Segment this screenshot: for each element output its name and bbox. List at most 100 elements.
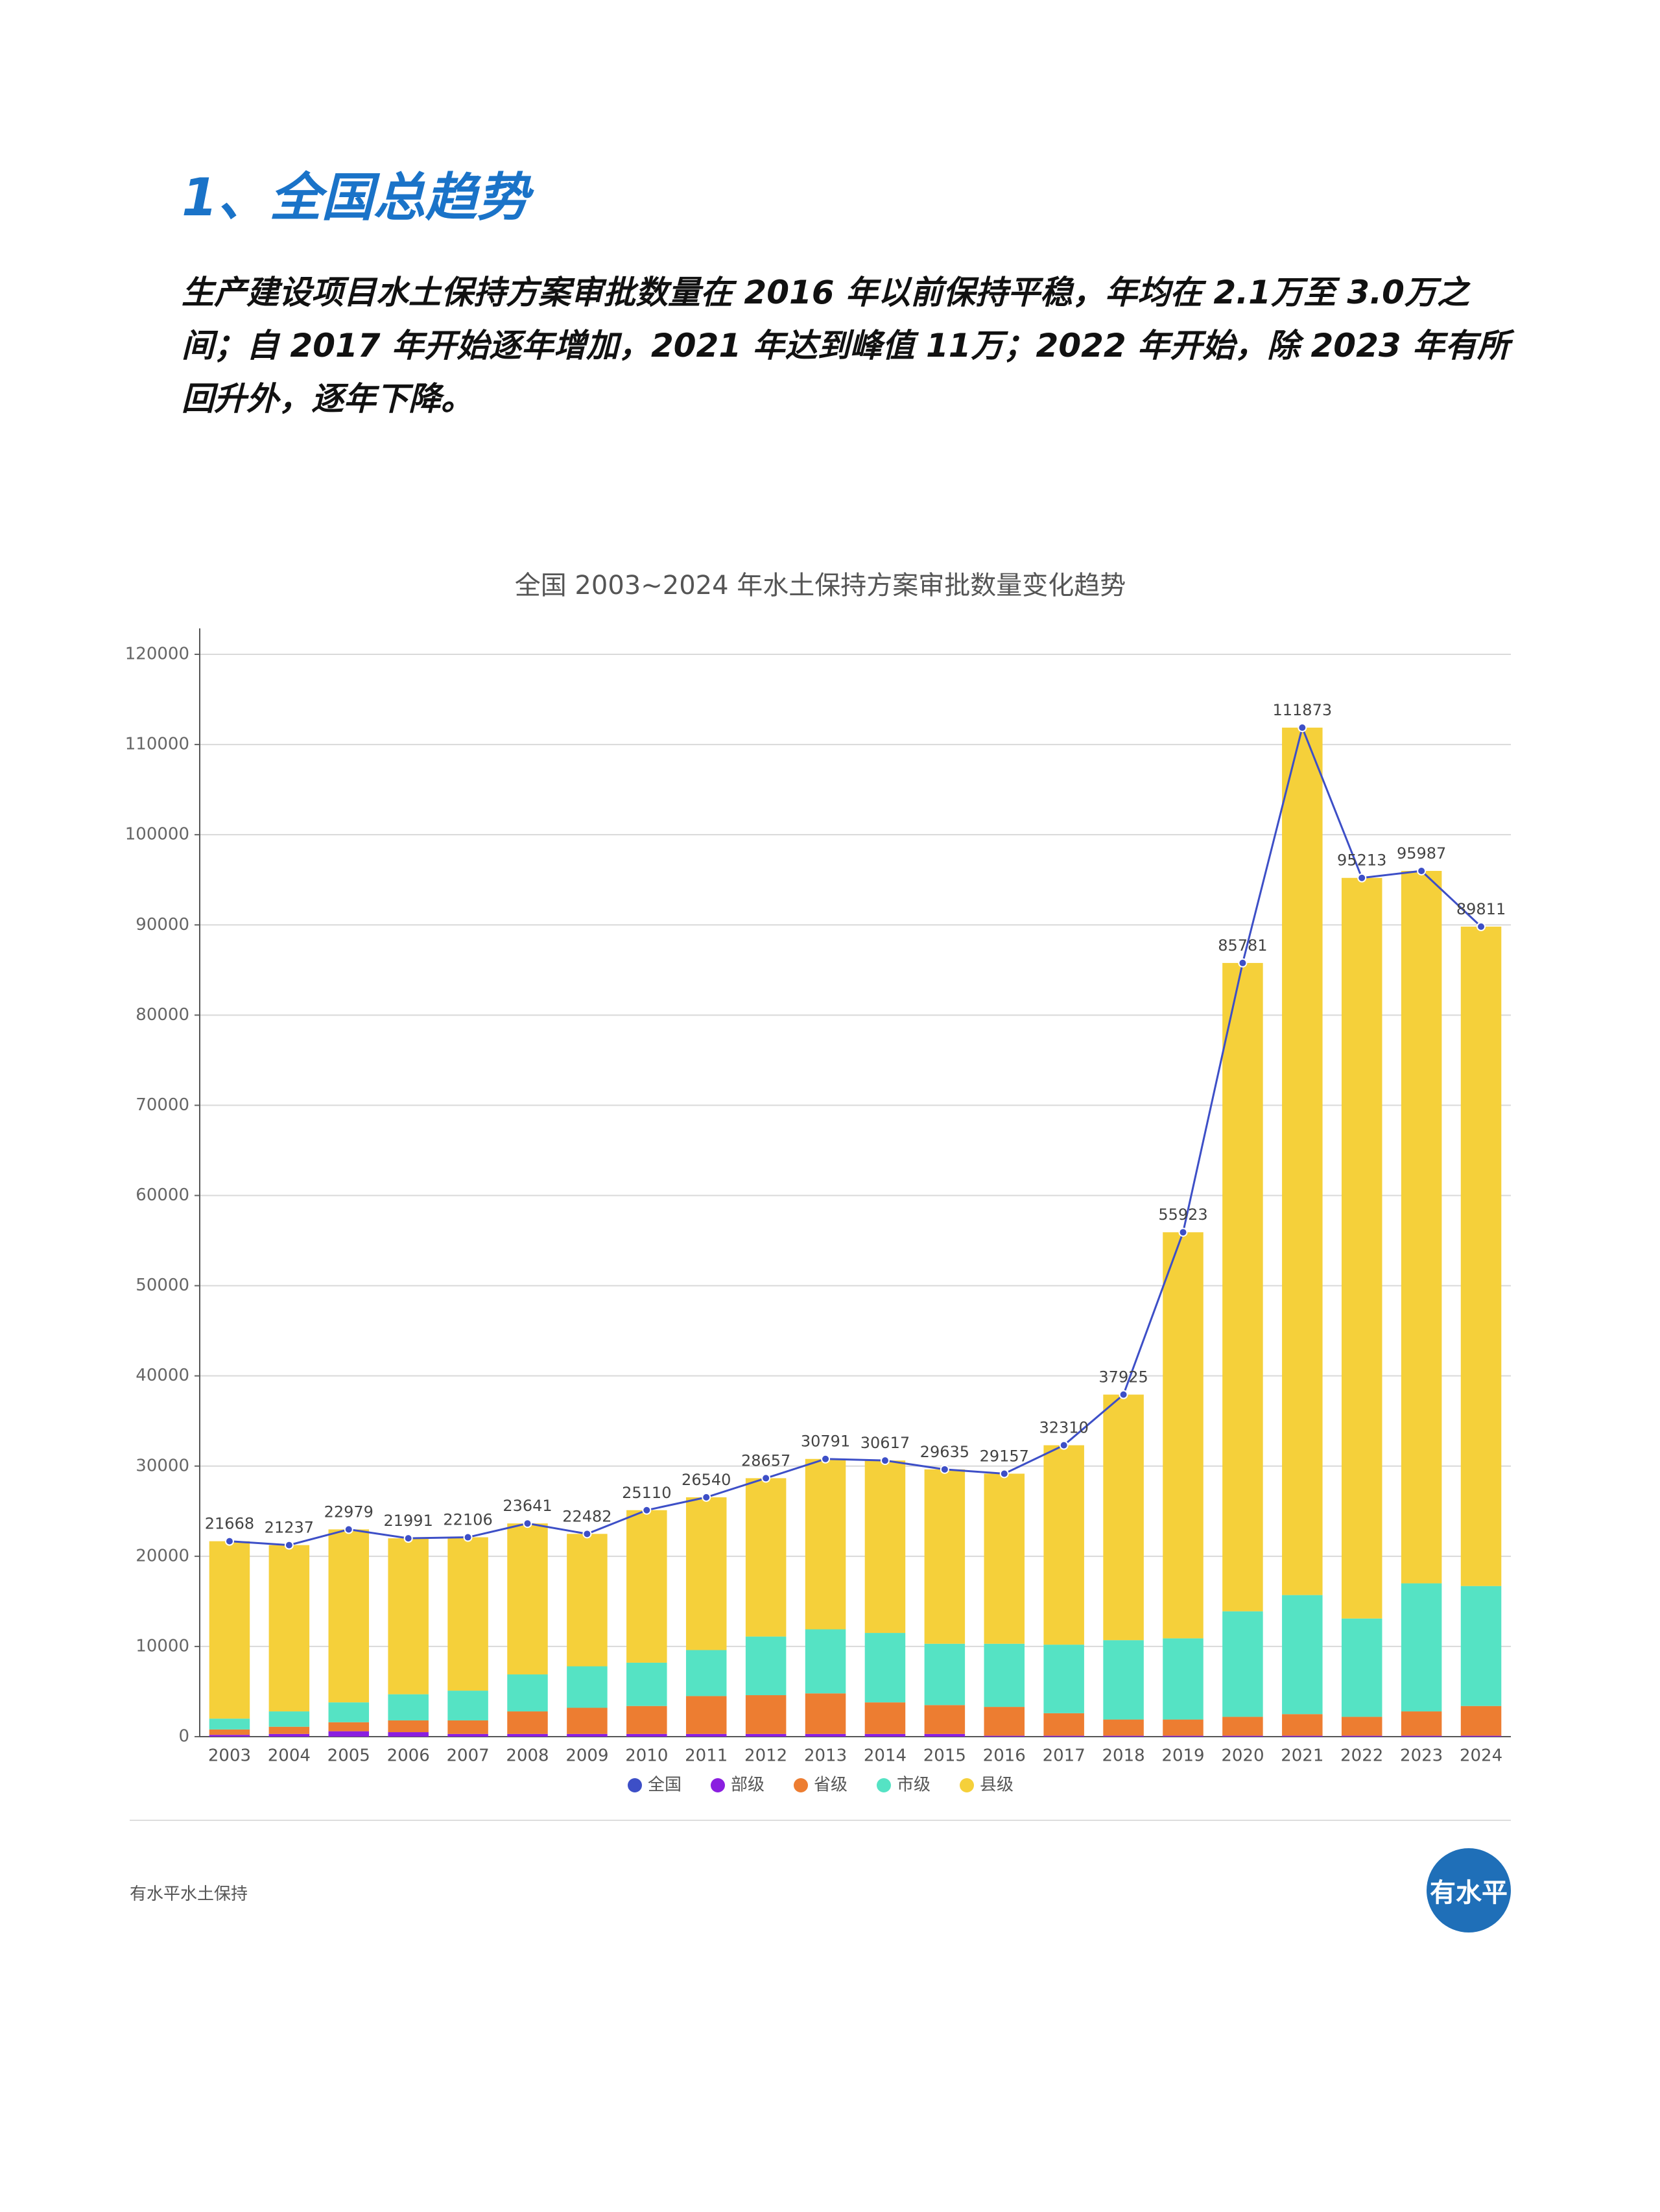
- line-point: [821, 1454, 831, 1464]
- x-tick-label: 2023: [1400, 1746, 1443, 1766]
- data-label: 22979: [324, 1503, 374, 1521]
- bar-segment: [388, 1694, 429, 1720]
- line-point: [582, 1529, 592, 1539]
- bar-segment: [328, 1722, 370, 1731]
- data-label: 22482: [562, 1507, 611, 1525]
- bar-segment: [805, 1629, 846, 1694]
- bar-segment: [268, 1711, 310, 1727]
- legend-marker: [711, 1778, 725, 1792]
- line-point: [999, 1469, 1009, 1479]
- bar-segment: [1460, 926, 1502, 1586]
- x-tick-label: 2006: [387, 1746, 430, 1766]
- bar-segment: [447, 1733, 488, 1737]
- bar-segment: [626, 1662, 667, 1706]
- bar-segment: [1460, 1586, 1502, 1706]
- bar-segment: [1282, 1735, 1323, 1737]
- legend-marker: [877, 1778, 891, 1792]
- data-label: 85781: [1218, 936, 1267, 955]
- data-label: 26540: [682, 1471, 731, 1489]
- bar-segment: [388, 1538, 429, 1695]
- data-label: 37925: [1098, 1368, 1148, 1386]
- data-label: 21668: [205, 1515, 254, 1533]
- bar-segment: [567, 1666, 608, 1708]
- bar-segment: [1460, 1706, 1502, 1736]
- y-tick-label: 80000: [136, 1005, 189, 1025]
- x-tick-label: 2022: [1340, 1746, 1383, 1766]
- bar-segment: [626, 1706, 667, 1734]
- bar-segment: [685, 1650, 727, 1696]
- data-label: 111873: [1273, 701, 1333, 719]
- bar-segment: [745, 1695, 787, 1734]
- x-tick-label: 2019: [1161, 1746, 1204, 1766]
- x-tick-label: 2007: [447, 1746, 490, 1766]
- y-tick-label: 90000: [136, 915, 189, 934]
- bar-segment: [685, 1696, 727, 1734]
- bar-segment: [507, 1523, 548, 1675]
- bar-segment: [864, 1633, 906, 1703]
- line-point: [1298, 723, 1307, 733]
- x-tick-label: 2015: [923, 1746, 966, 1766]
- y-tick-label: 20000: [136, 1546, 189, 1565]
- bar-segment: [1103, 1735, 1144, 1737]
- line: [229, 724, 1482, 1547]
- y-tick-label: 10000: [136, 1636, 189, 1656]
- data-label: 28657: [741, 1451, 790, 1469]
- bar-segment: [447, 1537, 488, 1691]
- bar-segment: [984, 1735, 1025, 1737]
- bar-segment: [924, 1469, 966, 1644]
- bar-segment: [685, 1733, 727, 1737]
- line-point: [1059, 1440, 1069, 1450]
- logo: 有水平: [1427, 1848, 1511, 1933]
- y-tick-label: 120000: [125, 645, 189, 664]
- bar-segment: [805, 1458, 846, 1630]
- data-label: 21237: [265, 1519, 314, 1537]
- x-tick-label: 2020: [1221, 1746, 1264, 1766]
- bar-segment: [1103, 1394, 1144, 1641]
- bar-segment: [1163, 1735, 1204, 1737]
- legend-label: 省级: [814, 1776, 848, 1795]
- x-tick-label: 2004: [268, 1746, 311, 1766]
- bar-segment: [447, 1691, 488, 1720]
- bar-segment: [567, 1733, 608, 1737]
- bar-segment: [1341, 877, 1382, 1619]
- line-point: [642, 1505, 652, 1515]
- bar-segment: [328, 1702, 370, 1722]
- bar-segment: [328, 1529, 370, 1703]
- data-label: 30791: [801, 1433, 850, 1451]
- bar-segment: [507, 1733, 548, 1737]
- data-label: 21991: [384, 1512, 433, 1530]
- x-tick-label: 2014: [864, 1746, 907, 1766]
- bar-segment: [924, 1733, 966, 1737]
- bar-segment: [388, 1720, 429, 1733]
- chart-title: 全国 2003~2024 年水土保持方案审批数量变化趋势: [515, 571, 1126, 601]
- y-tick-label: 0: [178, 1727, 189, 1746]
- bar-segment: [1163, 1638, 1204, 1720]
- bar-segment: [1401, 1583, 1442, 1712]
- bar-segment: [1043, 1735, 1084, 1737]
- y-tick-label: 60000: [136, 1185, 189, 1205]
- bar-segment: [328, 1731, 370, 1737]
- data-label: 22106: [443, 1511, 492, 1529]
- bar-segment: [209, 1735, 250, 1737]
- bar-segment: [1103, 1719, 1144, 1736]
- line-point: [1238, 958, 1248, 968]
- bar-segment: [1341, 1618, 1382, 1717]
- data-label: 95987: [1397, 844, 1446, 862]
- bar-segment: [1282, 1714, 1323, 1736]
- x-tick-label: 2005: [327, 1746, 370, 1766]
- line-point: [702, 1492, 711, 1502]
- legend-label: 市级: [897, 1776, 931, 1795]
- bar-segment: [924, 1705, 966, 1734]
- legend-label: 部级: [731, 1776, 765, 1795]
- bar-segment: [626, 1510, 667, 1663]
- x-tick-label: 2013: [804, 1746, 847, 1766]
- bar-segment: [1460, 1735, 1502, 1737]
- data-label: 95213: [1337, 851, 1386, 870]
- y-tick-label: 30000: [136, 1456, 189, 1475]
- line-point: [1178, 1228, 1188, 1237]
- bar-segment: [209, 1718, 250, 1730]
- y-tick-label: 50000: [136, 1276, 189, 1295]
- x-tick-label: 2012: [744, 1746, 787, 1766]
- bar-segment: [805, 1693, 846, 1734]
- line-point: [1357, 873, 1367, 883]
